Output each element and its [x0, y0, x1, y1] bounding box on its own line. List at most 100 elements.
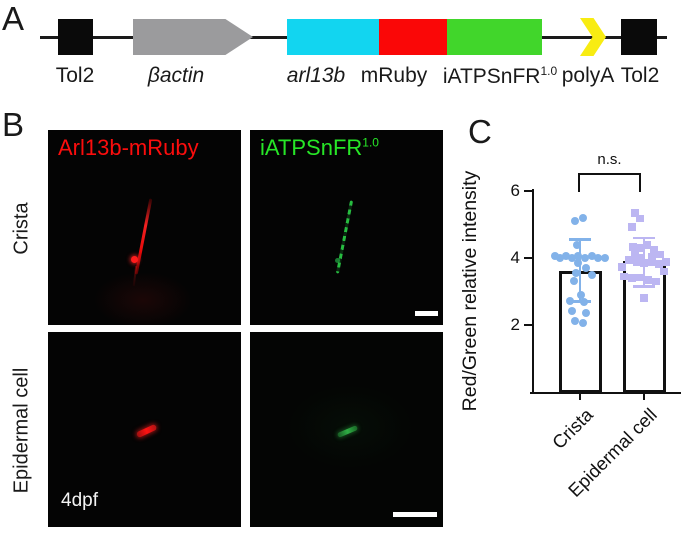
label-mruby: mRuby: [360, 64, 428, 87]
row-label-crista: Crista: [10, 202, 33, 255]
significance-bracket: [578, 173, 641, 192]
scatter-point: [566, 296, 574, 305]
scatter-point: [571, 217, 579, 226]
iatpsnfr-box: [447, 19, 542, 55]
scatter-point: [581, 254, 589, 262]
arl13b-box: [287, 19, 379, 55]
panel-b-letter: B: [2, 106, 25, 143]
scatter-point: [577, 290, 585, 299]
scatter-point: [643, 241, 651, 249]
error-bar-line: [578, 239, 582, 302]
cilium-red-streak: [135, 423, 158, 438]
scatter-point: [580, 298, 588, 307]
y-tick-label: 4: [510, 248, 520, 267]
error-bar-cap-bottom: [633, 285, 655, 288]
scatter-point: [662, 258, 670, 266]
mruby-box: [379, 19, 447, 55]
cilium-green-streak: [336, 425, 359, 438]
y-tick-label: 2: [510, 315, 520, 334]
scatter-point: [652, 277, 660, 286]
scatter-point: [648, 253, 656, 261]
scatter-point: [631, 251, 639, 259]
scatter-point: [644, 276, 652, 284]
y-axis-line: [531, 189, 534, 393]
scatter-point: [582, 264, 590, 273]
scatter-point: [574, 259, 582, 268]
scatter-point: [636, 273, 644, 282]
scatter-point: [629, 243, 637, 251]
scatter-point: [568, 306, 576, 315]
cilium-base-red-dot: [131, 256, 138, 263]
micrograph-crista-green: iATPSnFR1.0: [250, 130, 443, 325]
scatter-point: [628, 223, 636, 231]
tol2-left-box: [58, 19, 93, 55]
y-tick-mark: [524, 323, 532, 327]
stage-label: 4dpf: [61, 490, 98, 511]
x-tick-mark: [578, 393, 582, 400]
micrograph-epidermal-green: [250, 332, 443, 527]
scatter-point: [656, 250, 664, 259]
tol2-right-box: [621, 19, 657, 55]
y-tick-label: 6: [510, 181, 520, 200]
label-tol2-left: Tol2: [55, 64, 95, 87]
error-bar-cap-top: [569, 238, 591, 241]
scatter-point: [601, 254, 609, 262]
label-tol2-right: Tol2: [620, 64, 660, 87]
micrograph-epidermal-red: 4dpf: [48, 332, 241, 527]
scatter-point: [636, 254, 644, 262]
cilium-red-line: [134, 198, 153, 275]
panel-a-letter: A: [2, 0, 25, 37]
cilium-red-faint-tail: [132, 265, 138, 287]
label-polya: polyA: [561, 64, 615, 87]
scatter-point: [574, 252, 582, 261]
scatter-point: [588, 252, 596, 261]
scatter-point: [640, 294, 648, 302]
error-bar-cap-top: [633, 236, 655, 240]
scatter-point: [636, 214, 644, 223]
scatter-point: [650, 245, 658, 254]
scatter-point: [579, 213, 587, 222]
scatter-point: [588, 270, 596, 279]
scatter-point: [556, 254, 564, 262]
scatter-point: [648, 258, 656, 266]
label-iatpsnfr: iATPSnFR1.0: [443, 64, 557, 89]
scatter-point: [618, 263, 626, 271]
scatter-point: [640, 259, 648, 267]
green-channel-label: iATPSnFR1.0: [260, 135, 379, 161]
scatter-point: [628, 274, 636, 282]
scatter-point: [573, 240, 581, 249]
scatter-point: [631, 209, 639, 217]
scatter-point: [551, 252, 559, 261]
cilium-base-green-dot: [335, 258, 340, 263]
y-tick-mark: [524, 189, 532, 193]
scatter-point: [572, 269, 580, 278]
scatter-point: [620, 272, 628, 281]
significance-label: n.s.: [597, 151, 622, 168]
label-arl13b: arl13b: [286, 64, 346, 87]
scatter-point: [655, 260, 663, 268]
scatter-point: [562, 252, 570, 261]
scatter-point: [660, 267, 668, 276]
x-tick-mark: [642, 393, 646, 400]
bactin-promoter-arrow: [133, 19, 253, 55]
scatter-point: [594, 254, 602, 262]
scatter-point: [633, 258, 641, 266]
x-axis-line: [530, 391, 681, 394]
scatter-point: [625, 256, 633, 264]
scatter-point: [568, 254, 576, 262]
scatter-point: [579, 319, 587, 328]
scatter-point: [570, 277, 578, 286]
label-iatpsnfr-base: iATPSnFR: [442, 65, 541, 88]
chart-overlay: 2 4 6: [460, 110, 688, 533]
panel-c-letter: C: [468, 113, 492, 150]
scale-bar-large: [393, 512, 437, 517]
row-label-epidermal-cell: Epidermal cell: [10, 367, 33, 494]
red-channel-label: Arl13b-mRuby: [58, 135, 199, 160]
scatter-point: [636, 244, 644, 252]
scale-bar-small: [415, 311, 438, 316]
scatter-point: [582, 309, 590, 318]
scatter-point: [571, 316, 579, 325]
label-iatpsnfr-sup: 1.0: [540, 64, 558, 78]
